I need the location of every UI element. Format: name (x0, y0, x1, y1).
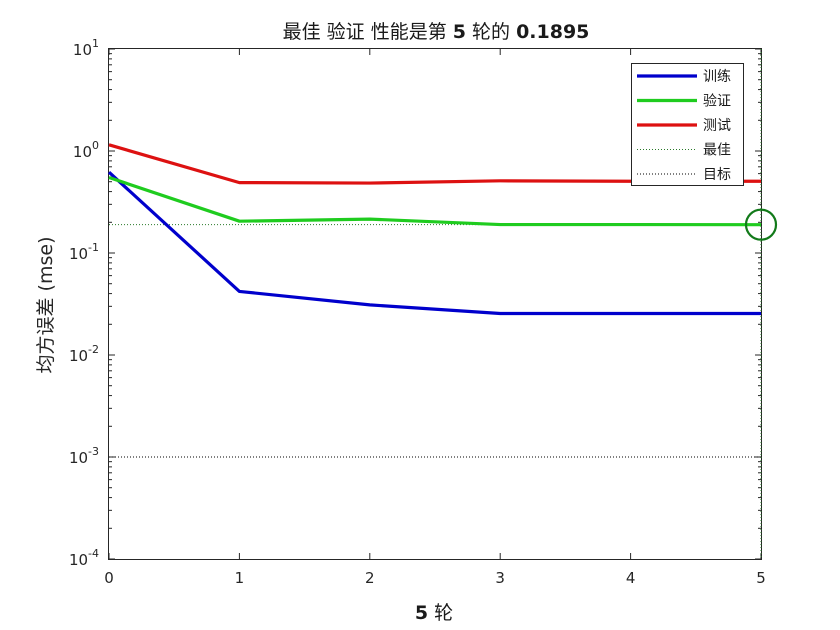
y-tick-label: 101 (73, 37, 99, 59)
title-prefix: 最佳 验证 性能是第 (283, 21, 453, 43)
legend-label: 训练 (703, 69, 731, 85)
legend-label: 目标 (703, 167, 731, 183)
y-tick-label: 10-4 (69, 547, 99, 569)
y-tick-label: 10-3 (69, 445, 99, 467)
chart-title: 最佳 验证 性能是第 5 轮的 0.1895 (283, 21, 590, 43)
y-tick-labels: 101 100 10-1 10-2 10-3 10-4 (69, 37, 99, 569)
x-tick-label: 2 (365, 569, 375, 587)
legend-label: 测试 (703, 118, 731, 134)
title-value: 0.1895 (516, 21, 589, 43)
x-axis-label-num: 5 (415, 602, 428, 624)
x-axis-label: 5 轮 (415, 602, 453, 624)
y-tick-label: 10-1 (69, 241, 99, 263)
x-tick-label: 1 (235, 569, 245, 587)
y-tick-label: 10-2 (69, 343, 99, 365)
title-epoch: 5 (453, 21, 466, 43)
legend-label: 最佳 (703, 143, 731, 159)
x-tick-label: 3 (495, 569, 505, 587)
x-axis-label-unit: 轮 (428, 602, 453, 624)
marker-layer (744, 208, 778, 241)
title-middle: 轮的 (466, 21, 516, 43)
best-marker-circle (744, 208, 778, 241)
y-axis-label: 均方误差 (mse) (35, 237, 57, 374)
legend-label: 验证 (703, 94, 731, 110)
x-tick-label: 5 (756, 569, 766, 587)
x-tick-label: 4 (626, 569, 636, 587)
x-tick-label: 0 (104, 569, 114, 587)
axis-ticks (108, 48, 762, 560)
series-line-验证 (108, 175, 762, 227)
x-tick-labels: 0 1 2 3 4 5 (104, 569, 766, 587)
series-line-训练 (107, 170, 761, 316)
y-tick-label: 100 (73, 139, 99, 161)
